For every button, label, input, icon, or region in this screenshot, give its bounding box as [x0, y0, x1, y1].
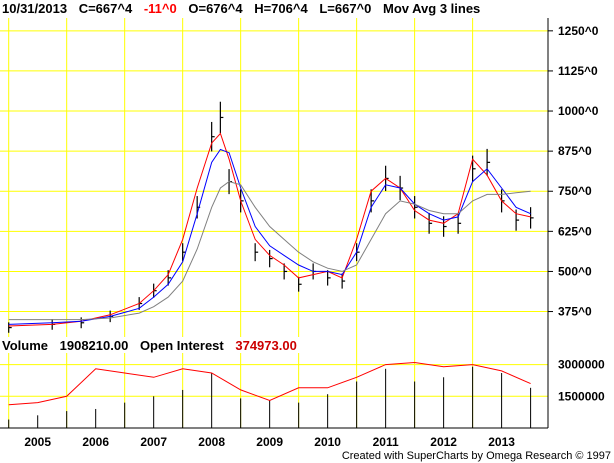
header-study: Mov Avg 3 lines [383, 1, 480, 16]
moving-average-line-ma3 [8, 181, 531, 321]
header-line: 10/31/2013 C=667^4 -11^0 O=676^4 H=706^4… [2, 1, 480, 16]
x-tick-2008: 2008 [198, 435, 225, 449]
volume-header: Volume 1908210.00 Open Interest 374973.0… [2, 338, 297, 353]
x-tick-2010: 2010 [314, 435, 341, 449]
y-tick-750: 750^0 [558, 184, 592, 198]
y-tick-1000: 1000^0 [558, 104, 599, 118]
volume-bars [8, 366, 532, 428]
open-interest-series [8, 361, 531, 406]
credit-text: Created with SuperCharts by Omega Resear… [342, 450, 611, 462]
y-tick-875: 875^0 [558, 144, 592, 158]
moving-average-line-ma1 [8, 132, 531, 327]
y-tick-1125: 1125^0 [558, 64, 598, 78]
header-date: 10/31/2013 [2, 1, 67, 16]
x-tick-2012: 2012 [430, 435, 457, 449]
x-tick-2007: 2007 [140, 435, 167, 449]
vol-y-tick-3000000: 3000000 [558, 358, 605, 372]
y-tick-375: 375^0 [558, 305, 592, 319]
axis-ticks: 2005 2006 2007 2008 2009 2010 2011 2012 2013 375^… [0, 18, 605, 449]
x-tick-2009: 2009 [256, 435, 283, 449]
moving-average-line-ma2 [8, 148, 531, 325]
open-interest-value: 374973.00 [235, 338, 296, 353]
header-low: L=667^0 [319, 1, 371, 16]
x-tick-2005: 2005 [24, 435, 51, 449]
x-tick-2011: 2011 [373, 435, 399, 449]
header-close: C=667^4 [79, 1, 133, 16]
header-high: H=706^4 [254, 1, 308, 16]
price-series [8, 101, 534, 333]
volume-label: Volume [2, 338, 48, 353]
x-tick-2013: 2013 [488, 435, 515, 449]
open-interest-line [8, 361, 531, 406]
x-tick-2006: 2006 [82, 435, 109, 449]
vol-y-tick-1500000: 1500000 [558, 389, 605, 403]
grid-lines [0, 18, 548, 428]
y-tick-625: 625^0 [558, 224, 592, 238]
y-tick-1250: 1250^0 [558, 24, 599, 38]
header-change: -11^0 [144, 1, 177, 16]
volume-header-bg [0, 337, 300, 353]
volume-value: 1908210.00 [60, 338, 129, 353]
y-tick-500: 500^0 [558, 264, 592, 278]
header-open: O=676^4 [188, 1, 243, 16]
open-interest-label: Open Interest [140, 338, 224, 353]
